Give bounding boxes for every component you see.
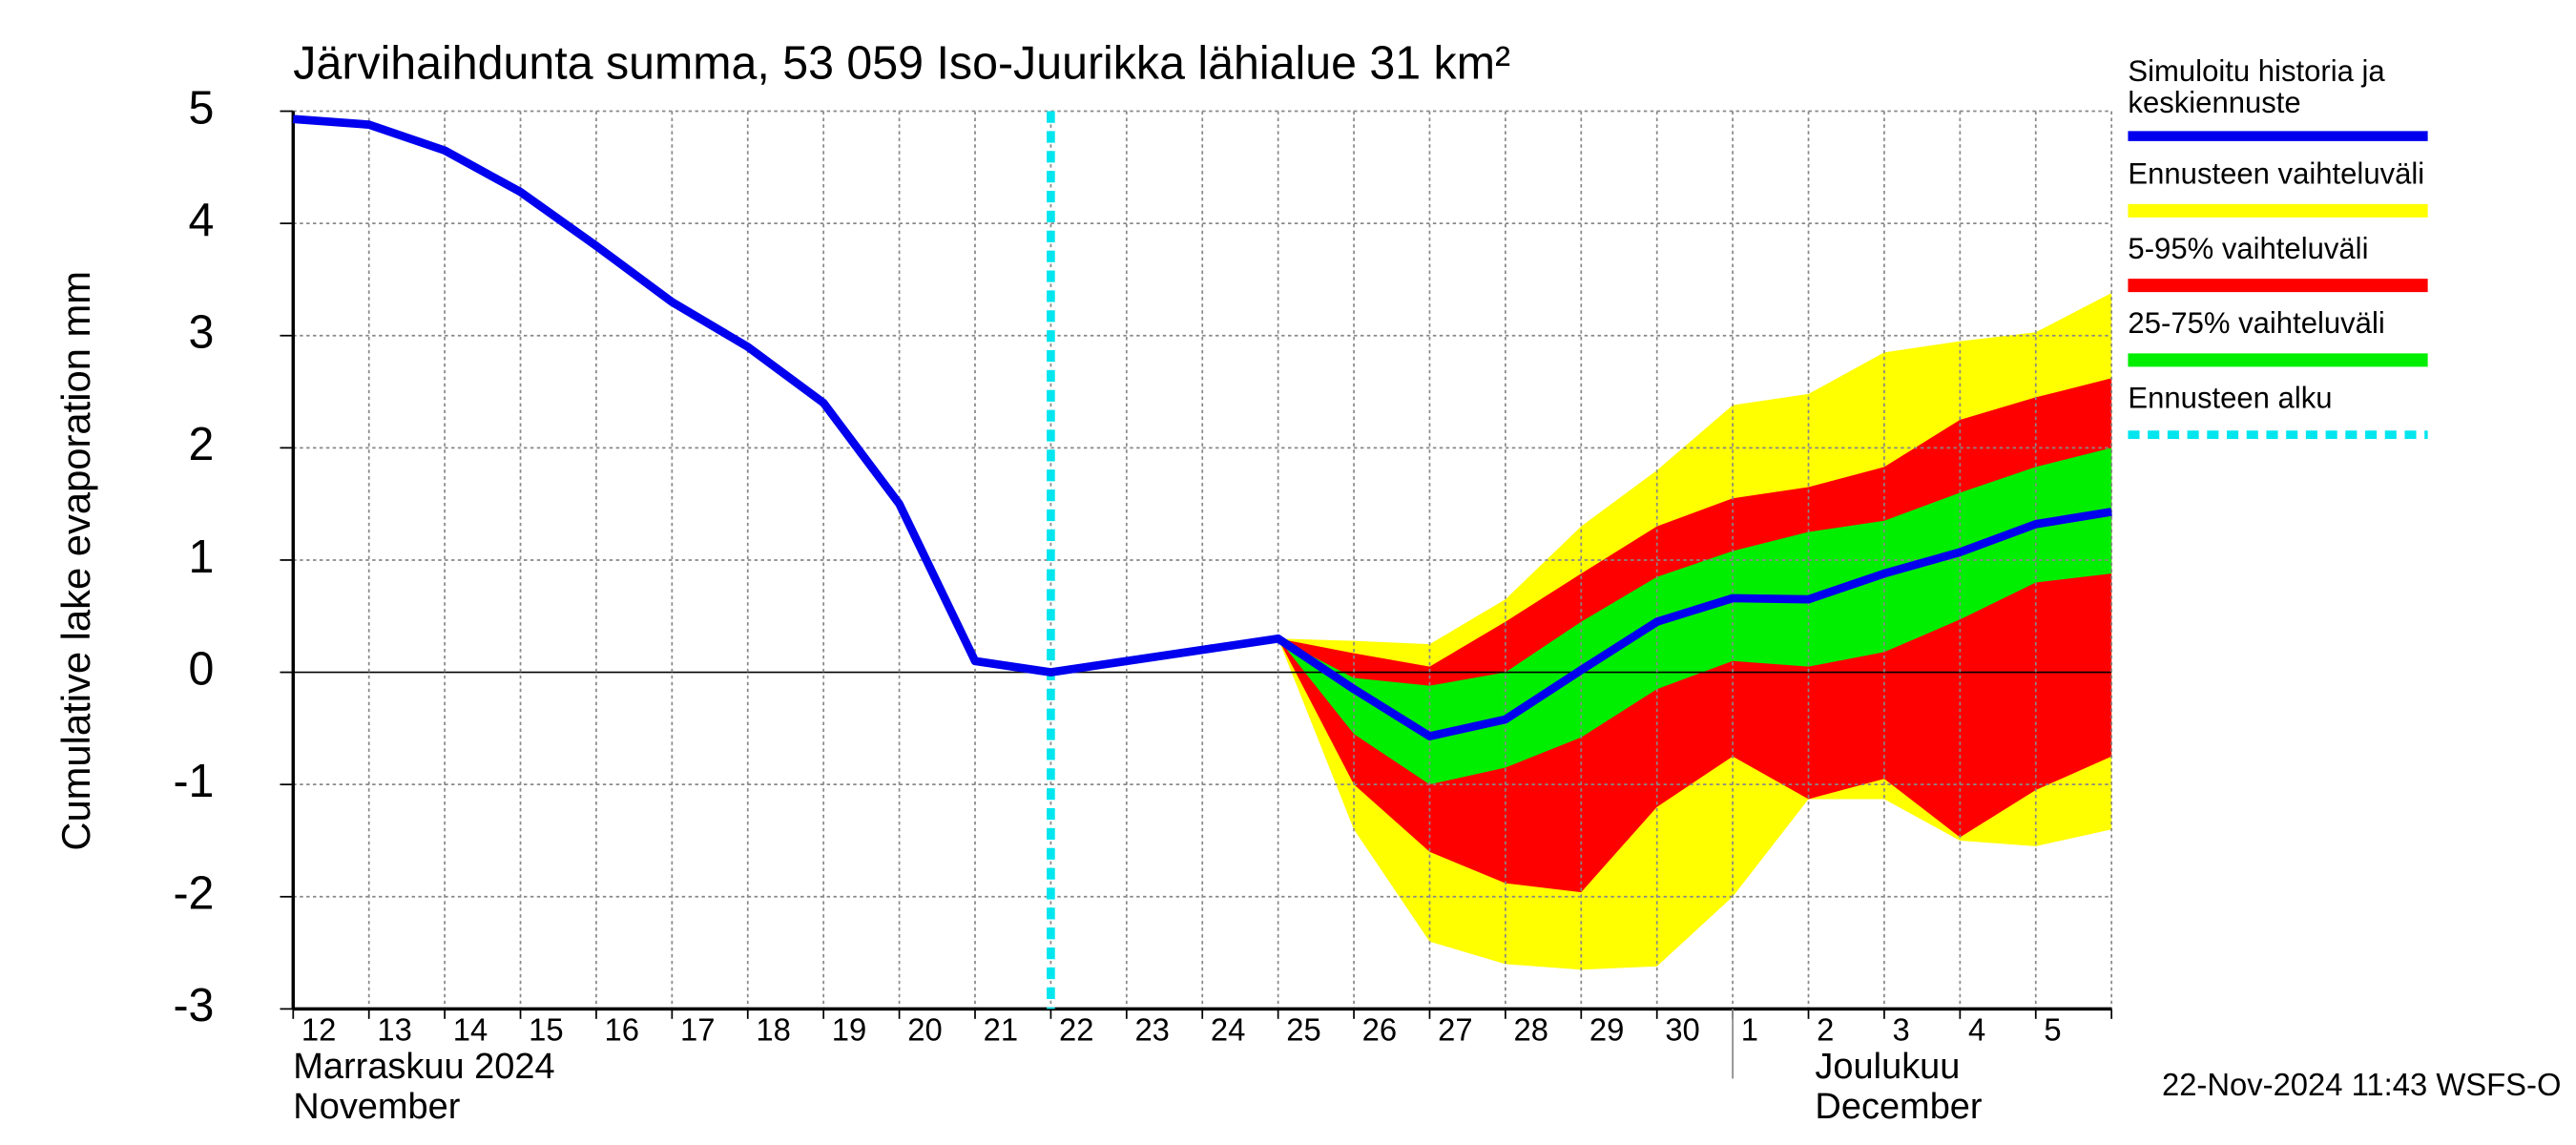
y-tick-label: -2 (173, 867, 214, 919)
chart-title: Järvihaihdunta summa, 53 059 Iso-Juurikk… (293, 37, 1510, 89)
band-area (1278, 448, 2112, 785)
y-tick-label: 3 (189, 306, 215, 358)
legend-label: keskiennuste (2128, 86, 2300, 119)
x-tick-label: 4 (1968, 1011, 1985, 1047)
legend-label: 5-95% vaihteluväli (2128, 232, 2368, 265)
x-tick-label: 21 (984, 1011, 1018, 1047)
x-tick-label: 30 (1665, 1011, 1699, 1047)
legend-label: Ennusteen alku (2128, 381, 2332, 414)
month-label: November (293, 1086, 460, 1127)
x-tick-label: 25 (1286, 1011, 1320, 1047)
month-label: December (1815, 1086, 1982, 1127)
x-tick-label: 19 (832, 1011, 866, 1047)
x-tick-label: 12 (301, 1011, 336, 1047)
y-tick-label: 4 (189, 195, 215, 246)
x-tick-label: 15 (529, 1011, 563, 1047)
x-tick-label: 28 (1514, 1011, 1548, 1047)
y-tick-label: -1 (173, 756, 214, 807)
x-tick-label: 24 (1211, 1011, 1245, 1047)
x-tick-label: 5 (2044, 1011, 2061, 1047)
x-tick-label: 13 (377, 1011, 411, 1047)
month-label: Joulukuu (1815, 1046, 1960, 1087)
month-label: Marraskuu 2024 (293, 1046, 554, 1087)
x-tick-label: 23 (1134, 1011, 1169, 1047)
footer: 22-Nov-2024 11:43 WSFS-O (2162, 1067, 2561, 1102)
series-line (292, 114, 2112, 740)
x-tick-label: 3 (1893, 1011, 1910, 1047)
x-tick-label: 29 (1589, 1011, 1624, 1047)
x-tick-label: 17 (680, 1011, 715, 1047)
legend-label: Ennusteen vaihteluväli (2128, 157, 2424, 191)
x-tick-label: 18 (756, 1011, 790, 1047)
x-tick-label: 20 (907, 1011, 942, 1047)
legend-label: Simuloitu historia ja (2128, 54, 2385, 88)
y-tick-label: 0 (189, 643, 215, 695)
y-tick-label: 5 (189, 82, 215, 134)
x-tick-label: 27 (1438, 1011, 1472, 1047)
x-tick-label: 16 (605, 1011, 639, 1047)
x-tick-label: 26 (1362, 1011, 1397, 1047)
x-tick-label: 2 (1817, 1011, 1834, 1047)
y-tick-label: 2 (189, 419, 215, 470)
y-axis-label: Cumulative lake evaporation mm (53, 271, 98, 851)
legend-label: 25-75% vaihteluväli (2128, 306, 2384, 340)
y-tick-label: -3 (173, 980, 214, 1031)
x-tick-label: 1 (1741, 1011, 1758, 1047)
y-tick-label: 1 (189, 531, 215, 583)
x-tick-label: 22 (1059, 1011, 1093, 1047)
x-tick-label: 14 (453, 1011, 488, 1047)
